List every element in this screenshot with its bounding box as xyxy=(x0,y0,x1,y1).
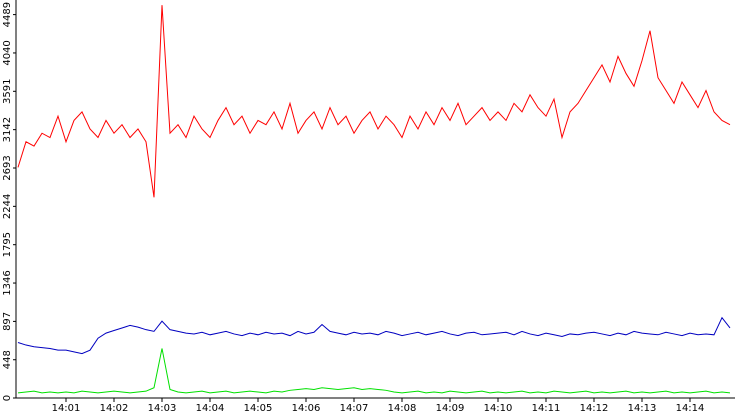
x-tick-label: 14:09 xyxy=(436,403,465,414)
y-tick-label: 1795 xyxy=(2,232,13,257)
series-line xyxy=(17,348,731,394)
x-tick-label: 14:10 xyxy=(484,403,513,414)
x-tick-label: 14:11 xyxy=(532,403,561,414)
x-tick-label: 14:14 xyxy=(676,403,705,414)
y-tick-label: 897 xyxy=(2,312,13,331)
y-tick-label: 2244 xyxy=(2,194,13,219)
x-tick-label: 14:04 xyxy=(196,403,225,414)
x-tick-label: 14:02 xyxy=(100,403,129,414)
x-tick-label: 14:08 xyxy=(388,403,417,414)
x-tick-label: 14:12 xyxy=(580,403,609,414)
x-tick-label: 14:03 xyxy=(148,403,177,414)
y-tick-label: 0 xyxy=(2,395,13,401)
y-tick-label: 4489 xyxy=(2,2,13,27)
x-tick-label: 14:07 xyxy=(340,403,369,414)
y-tick-label: 2693 xyxy=(2,155,13,180)
y-tick-label: 3142 xyxy=(2,117,13,142)
series-line xyxy=(17,316,731,355)
y-tick-label: 448 xyxy=(2,350,13,369)
series-line xyxy=(17,5,731,198)
y-tick-label: 4040 xyxy=(2,40,13,65)
x-tick-label: 14:01 xyxy=(52,403,81,414)
y-tick-label: 3591 xyxy=(2,79,13,104)
x-tick-label: 14:06 xyxy=(292,403,321,414)
x-tick-label: 14:13 xyxy=(628,403,657,414)
y-tick-label: 1346 xyxy=(2,270,13,295)
x-tick-label: 14:05 xyxy=(244,403,273,414)
